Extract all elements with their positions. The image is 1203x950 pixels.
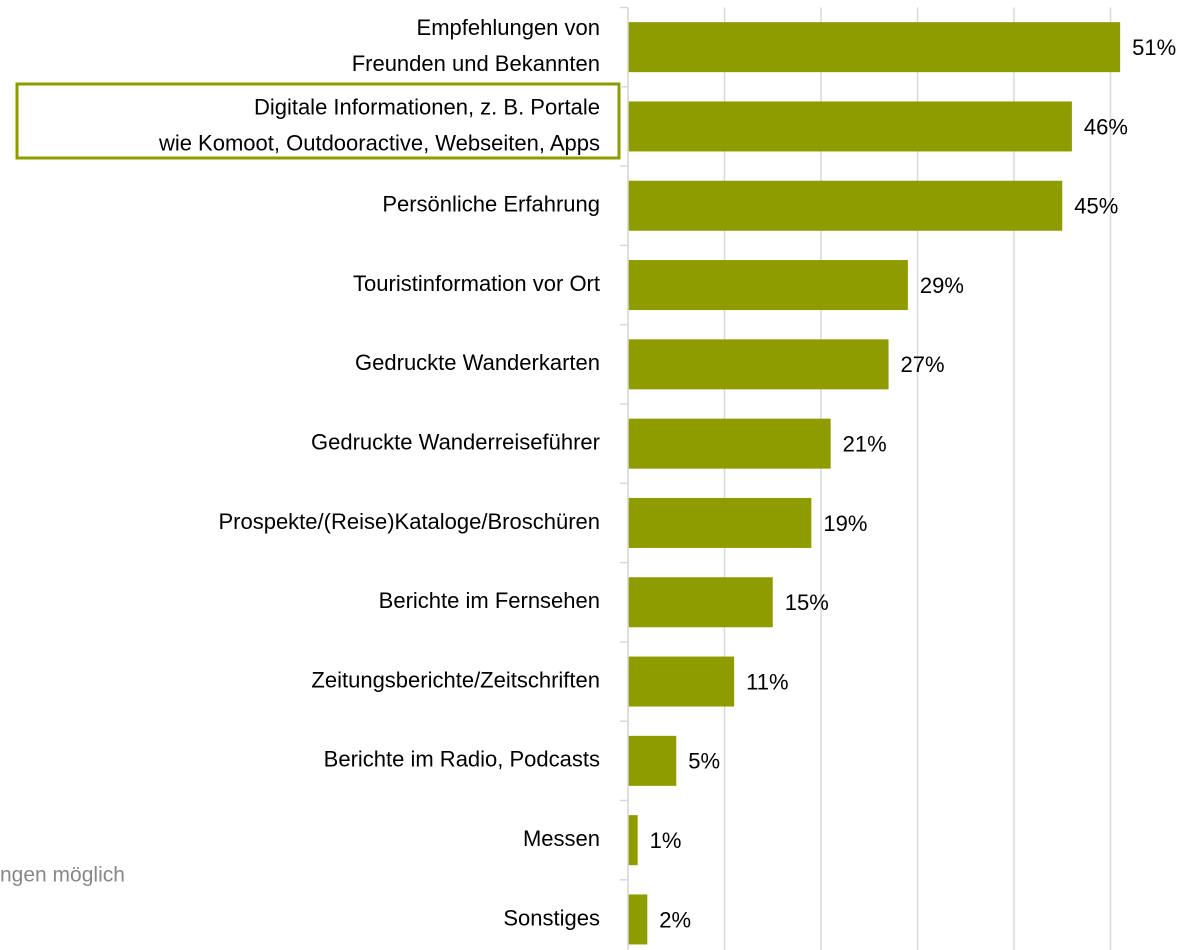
y-tick-label: Persönliche Erfahrung — [382, 192, 600, 217]
bar — [628, 339, 889, 390]
value-label: 19% — [823, 511, 867, 536]
y-tick-label: Berichte im Radio, Podcasts — [324, 747, 600, 772]
value-label: 21% — [843, 431, 887, 456]
y-tick-label: Gedruckte Wanderkarten — [355, 350, 600, 375]
y-tick-label: Sonstiges — [503, 905, 600, 930]
bar — [628, 656, 735, 707]
bar — [628, 894, 648, 945]
y-tick-label: Gedruckte Wanderreiseführer — [311, 429, 600, 454]
y-tick-label: Touristinformation vor Ort — [353, 271, 600, 296]
bar — [628, 735, 677, 786]
value-label: 11% — [746, 669, 788, 694]
value-label: 5% — [688, 749, 720, 774]
y-tick-label: Freunden und Bekannten — [352, 51, 600, 76]
y-tick-label: wie Komoot, Outdooractive, Webseiten, Ap… — [158, 130, 600, 155]
bar — [628, 577, 773, 628]
bar — [628, 22, 1121, 73]
value-label: 27% — [901, 352, 945, 377]
value-label: 51% — [1132, 35, 1176, 60]
value-label: 45% — [1074, 194, 1118, 219]
y-tick-label: Empfehlungen von — [417, 15, 600, 40]
bar — [628, 497, 812, 548]
value-label: 1% — [650, 828, 682, 853]
bar — [628, 101, 1072, 152]
y-tick-label: Digitale Informationen, z. B. Portale — [254, 94, 600, 119]
y-tick-label: Zeitungsberichte/Zeitschriften — [311, 667, 600, 692]
bar — [628, 260, 908, 311]
note: ngen möglich — [0, 864, 125, 887]
value-label: 29% — [920, 273, 964, 298]
highlight-box — [15, 82, 621, 160]
y-tick-label: Messen — [523, 826, 600, 851]
y-tick-label: Prospekte/(Reise)Kataloge/Broschüren — [218, 509, 600, 534]
value-label: 2% — [659, 907, 691, 932]
bar — [628, 418, 831, 469]
bar — [628, 180, 1063, 231]
bar — [628, 815, 638, 866]
value-label: 46% — [1084, 114, 1128, 139]
y-tick-label: Berichte im Fernsehen — [379, 588, 600, 613]
value-label: 15% — [785, 590, 829, 615]
